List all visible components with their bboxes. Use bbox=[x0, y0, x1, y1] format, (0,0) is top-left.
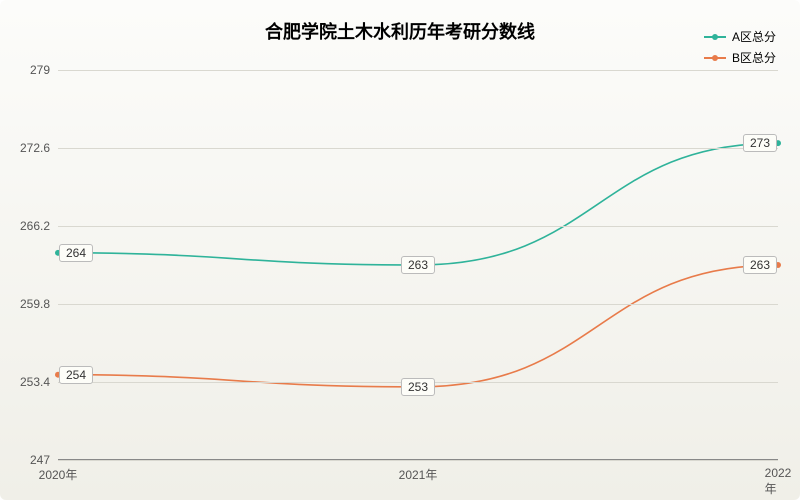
chart-title: 合肥学院土木水利历年考研分数线 bbox=[0, 18, 800, 44]
x-tick-label: 2022年 bbox=[765, 466, 792, 497]
grid-line bbox=[58, 460, 778, 461]
y-tick-label: 247 bbox=[30, 453, 50, 467]
data-label: 253 bbox=[401, 378, 435, 396]
x-tick-label: 2020年 bbox=[39, 466, 78, 483]
legend-label-a: A区总分 bbox=[732, 28, 776, 45]
y-tick-label: 253.4 bbox=[20, 375, 50, 389]
legend-item-a: A区总分 bbox=[704, 28, 776, 45]
series-line bbox=[58, 265, 778, 387]
y-tick-label: 272.6 bbox=[20, 141, 50, 155]
plot-area: 247253.4259.8266.2272.62792020年2021年2022… bbox=[58, 70, 778, 460]
y-tick-label: 259.8 bbox=[20, 297, 50, 311]
data-label: 263 bbox=[401, 256, 435, 274]
grid-line bbox=[58, 70, 778, 71]
legend-swatch-a bbox=[704, 36, 726, 38]
legend-item-b: B区总分 bbox=[704, 49, 776, 66]
data-label: 254 bbox=[59, 366, 93, 384]
data-label: 264 bbox=[59, 244, 93, 262]
chart-container: 合肥学院土木水利历年考研分数线 A区总分 B区总分 247253.4259.82… bbox=[0, 0, 800, 500]
grid-line bbox=[58, 226, 778, 227]
data-label: 273 bbox=[743, 134, 777, 152]
grid-line bbox=[58, 304, 778, 305]
data-label: 263 bbox=[743, 256, 777, 274]
legend-swatch-b bbox=[704, 57, 726, 59]
legend: A区总分 B区总分 bbox=[704, 28, 776, 70]
grid-line bbox=[58, 148, 778, 149]
x-axis bbox=[58, 459, 778, 460]
y-tick-label: 279 bbox=[30, 63, 50, 77]
legend-label-b: B区总分 bbox=[732, 49, 776, 66]
y-tick-label: 266.2 bbox=[20, 219, 50, 233]
series-line bbox=[58, 143, 778, 265]
x-tick-label: 2021年 bbox=[399, 466, 438, 483]
